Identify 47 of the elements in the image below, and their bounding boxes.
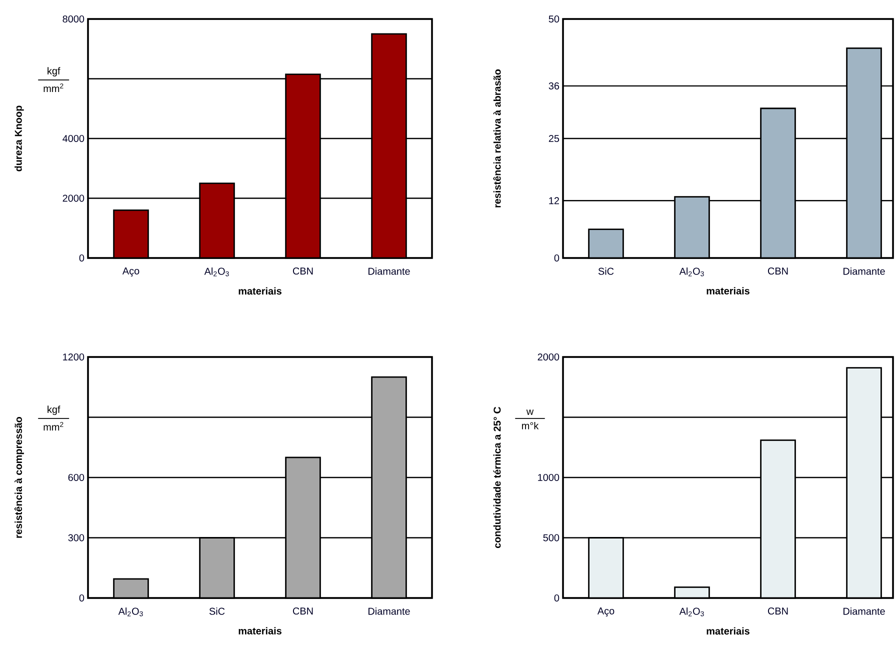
x-tick-label: Al$_{2}$O$_{3}$ (679, 608, 704, 616)
x-tick-label: Aço (597, 607, 614, 616)
text: mm$^{2}$ (44, 422, 64, 430)
y-tick-label: 500 (543, 534, 560, 542)
x-tick-label: Aço (122, 267, 140, 276)
x-axis-title: materiais (706, 627, 750, 635)
x-tick-label: SiC (598, 267, 614, 275)
y-tick-label: 50 (548, 15, 560, 23)
x-tick-label: Al$_{2}$O$_{3}$ (679, 267, 704, 276)
y-tick-label: 0 (79, 594, 84, 602)
y-tick-label: 300 (68, 534, 84, 542)
y-axis-title: resistência à compressão (14, 416, 24, 538)
x-tick-label: CBN (768, 267, 788, 275)
y-tick-label: 1200 (63, 353, 84, 361)
y-tick-label: 25 (548, 134, 560, 142)
text: m°k (522, 422, 539, 430)
text: kgf (48, 67, 60, 76)
y-axis-title: condutividade térmica a 25° C (493, 406, 501, 548)
x-tick-label: Diamante (844, 608, 885, 615)
y-tick-label: 0 (554, 254, 560, 262)
x-axis-title: materiais (238, 627, 282, 634)
x-axis-title: materiais (238, 287, 282, 295)
text: w (526, 410, 534, 415)
y-tick-label: 0 (554, 594, 560, 602)
y-tick-label: 36 (548, 82, 560, 90)
x-tick-label: CBN (292, 267, 313, 275)
y-tick-label: 8000 (62, 15, 84, 23)
x-tick-label: CBN (768, 608, 788, 615)
text: kgf (48, 406, 60, 415)
x-tick-label: Al$_{2}$O$_{3}$ (204, 267, 229, 276)
y-tick-label: 1000 (538, 474, 560, 482)
y-tick-label: 12 (549, 197, 559, 204)
x-tick-label: Diamante (368, 267, 410, 275)
y-tick-label: 2000 (62, 194, 84, 202)
y-tick-label: 4000 (62, 134, 84, 142)
text: mm$^{2}$ (44, 83, 64, 92)
y-axis-title: dureza Knoop (14, 106, 24, 172)
x-tick-label: Diamante (368, 608, 410, 615)
y-tick-label: 0 (79, 254, 84, 262)
y-axis-title: resistência relativa à abrasão (493, 69, 501, 208)
x-tick-label: SiC (209, 608, 225, 615)
y-tick-label: 600 (68, 474, 84, 482)
y-tick-label: 2000 (538, 353, 560, 361)
x-axis-title: materiais (706, 287, 750, 294)
x-tick-label: Al$_{2}$O$_{3}$ (118, 608, 143, 616)
x-tick-label: CBN (292, 608, 313, 615)
x-tick-label: Diamante (844, 267, 885, 275)
